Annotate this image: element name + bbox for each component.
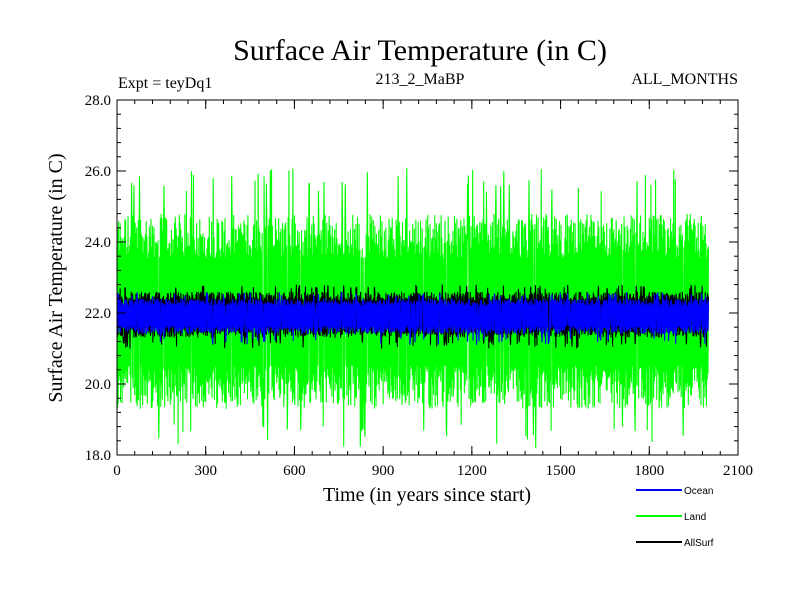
plot-frame [116,99,739,456]
y-tick-label: 22.0 [85,306,111,322]
legend-label-land: Land [684,512,706,523]
series-land-line [116,167,709,448]
axes-layer: 0 300 600 900 1200 1500 1800 2100 18.0 20.0 22.0 24… [85,93,753,479]
series-ocean-line [116,291,709,345]
y-axis-label: Surface Air Temperature (in C) [45,153,67,402]
series-layer [116,167,709,448]
chart-title: Surface Air Temperature (in C) [233,34,607,67]
x-axis-label: Time (in years since start) [323,484,531,506]
y-tick-label: 28.0 [85,93,111,109]
legend-label-ocean: Ocean [684,486,713,497]
chart-subtitle-center: 213_2_MaBP [376,71,465,88]
chart-subtitle-left: Expt = teyDq1 [118,75,212,92]
chart-subtitle-right: ALL_MONTHS [631,71,738,88]
y-tick-label: 18.0 [85,448,111,464]
x-tick-label: 1500 [546,463,576,479]
legend: Ocean Land AllSurf [636,486,714,549]
y-tick-label: 26.0 [85,164,111,180]
x-tick-label: 2100 [723,463,753,479]
x-tick-label: 1200 [457,463,487,479]
x-tick-label: 900 [372,463,395,479]
y-tick-label: 24.0 [85,235,111,251]
legend-label-allsurf: AllSurf [684,538,714,549]
x-tick-label: 300 [194,463,217,479]
x-tick-label: 1800 [634,463,664,479]
y-tick-label: 20.0 [85,377,111,393]
x-tick-label: 0 [113,463,121,479]
x-tick-label: 600 [283,463,306,479]
